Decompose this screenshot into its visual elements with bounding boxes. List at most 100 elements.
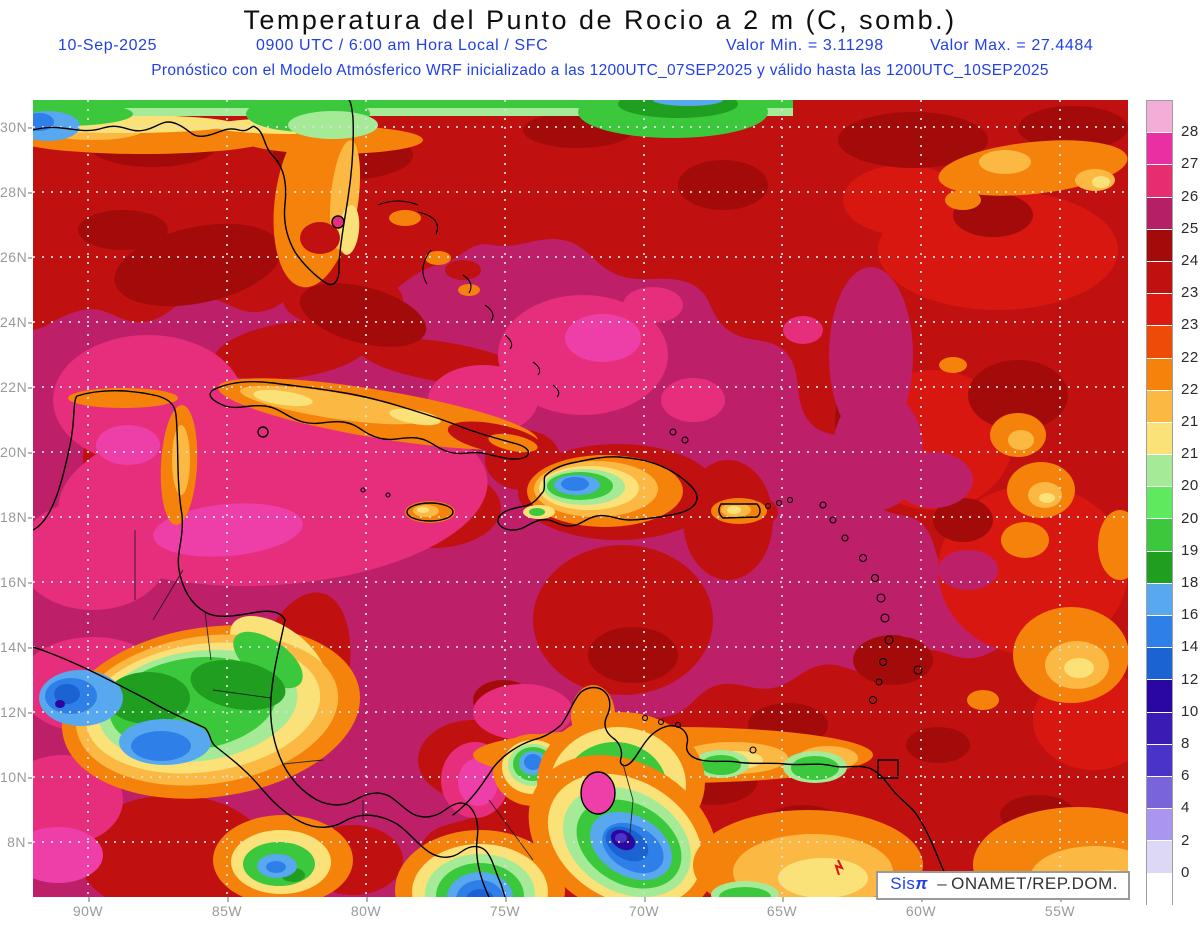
colorbar-level-label: 22.5 [1181, 348, 1200, 366]
lon-tick-label: 90W [72, 903, 104, 919]
lon-tick-label: 75W [489, 903, 521, 919]
lon-tick-mark [88, 897, 90, 902]
colorbar-level-label: 23 [1181, 316, 1199, 334]
colorbar-segment [1147, 197, 1172, 230]
field-magenta-wedges [829, 267, 998, 638]
colorbar-level-label: 12 [1181, 670, 1199, 688]
coastline-yucatan-caribbean [33, 390, 490, 897]
colorbar-level-label: 21 [1181, 445, 1199, 463]
colorbar-level-label: 0 [1181, 863, 1190, 881]
lat-tick-label: 24N [0, 314, 28, 330]
lat-tick-mark [28, 842, 32, 844]
lat-tick-mark [28, 647, 32, 649]
lat-tick-label: 22N [0, 379, 28, 395]
coastline-isla-juventud [257, 426, 269, 438]
lat-tick-mark [28, 127, 32, 129]
colorbar-level-label: 6 [1181, 767, 1190, 785]
lat-tick-label: 26N [0, 249, 28, 265]
colorbar-segment [1147, 809, 1172, 842]
colorbar-level-label: 4 [1181, 799, 1190, 817]
coastline-hispaniola [497, 456, 698, 531]
field-andes [395, 712, 718, 897]
lat-tick-label: 30N [0, 119, 28, 135]
lon-tick-label: 85W [211, 903, 243, 919]
forecast-model-line: Pronóstico con el Modelo Atmósferico WRF… [151, 62, 1049, 79]
lon-tick-label: 65W [766, 903, 798, 919]
field-florida [246, 100, 378, 288]
lat-tick-mark [28, 517, 32, 519]
colorbar-segment [1147, 358, 1172, 391]
colorbar-segment [1147, 101, 1172, 134]
watermark-separator: – [937, 874, 948, 893]
lon-tick-label: 80W [350, 903, 382, 919]
lat-tick-label: 16N [0, 574, 28, 590]
colorbar-level-label: 10 [1181, 702, 1199, 720]
colorbar-segment [1147, 294, 1172, 327]
colorbar-level-label: 20 [1181, 509, 1199, 527]
colorbar-segment [1147, 133, 1172, 166]
max-value-label: Valor Max. = 27.4484 [930, 37, 1094, 54]
valid-time: 0900 UTC / 6:00 am Hora Local / SFC [256, 37, 549, 54]
lat-tick-label: 18N [0, 509, 28, 525]
valid-date: 10-Sep-2025 [58, 37, 158, 54]
colorbar-level-label: 2 [1181, 831, 1190, 849]
lat-tick-label: 8N [7, 834, 26, 850]
colorbar-level-label: 21.5 [1181, 413, 1200, 430]
lat-tick-label: 10N [0, 769, 28, 785]
colorbar-segment [1147, 744, 1172, 777]
colorbar-level-label: 23.5 [1181, 284, 1200, 302]
coastline-puerto-rico [718, 503, 761, 519]
watermark-org: ONAMET/REP.DOM. [951, 874, 1118, 893]
colorbar-segment [1147, 519, 1172, 552]
colorbar-segment [1147, 583, 1172, 616]
lon-tick-mark [505, 897, 507, 902]
coastline-south-america [452, 686, 958, 897]
field-cuba [218, 378, 543, 455]
lon-tick-mark [644, 897, 646, 902]
country-borders [134, 530, 634, 861]
lon-tick-label: 60W [905, 903, 937, 919]
lat-tick-label: 14N [0, 639, 28, 655]
lon-tick-mark [782, 897, 784, 902]
colorbar-segment [1147, 165, 1172, 198]
colorbar-level-label: 22 [1181, 380, 1199, 398]
colorbar-level-label: 18 [1181, 574, 1199, 591]
lon-tick-label: 70W [628, 903, 660, 919]
colorbar-segment [1147, 841, 1172, 874]
watermark-pi-icon: π [915, 874, 928, 893]
lon-tick-mark [227, 897, 229, 902]
lat-tick-mark [28, 777, 32, 779]
colorbar-segment [1147, 680, 1172, 713]
watermark-badge: Sisπ – ONAMET/REP.DOM. [876, 871, 1130, 900]
forecast-map-canvas [33, 100, 1128, 897]
colorbar-segment [1147, 326, 1172, 359]
colorbar [1146, 100, 1173, 906]
min-value-label: Valor Min. = 3.11298 [726, 37, 884, 54]
coastlines [33, 100, 958, 897]
watermark-brand: Sis [890, 874, 916, 893]
field-yucatan [68, 388, 198, 525]
lat-tick-label: 20N [0, 444, 28, 460]
colorbar-segment [1147, 648, 1172, 681]
colorbar-segment [1147, 422, 1172, 456]
map-area [33, 100, 1128, 897]
colorbar-segment [1147, 229, 1172, 262]
lat-tick-mark [28, 582, 32, 584]
coastline-pacific-centram [33, 646, 506, 897]
page-title: Temperatura del Punto de Rocio a 2 m (C,… [243, 5, 957, 35]
lat-tick-mark [28, 712, 32, 714]
colorbar-segment [1147, 873, 1172, 906]
colorbar-segment [1147, 455, 1172, 488]
lon-tick-mark [366, 897, 368, 902]
colorbar-level-label: 19 [1181, 541, 1199, 559]
colorbar-segment [1147, 390, 1172, 423]
colorbar-segment [1147, 712, 1172, 745]
colorbar-segment [1147, 616, 1172, 649]
lake-maracaibo [580, 771, 616, 815]
colorbar-level-label: 28 [1181, 123, 1199, 141]
field-costa-rica [213, 815, 353, 897]
lat-tick-mark [28, 322, 32, 324]
lat-tick-label: 28N [0, 184, 28, 200]
lat-tick-label: 12N [0, 704, 28, 720]
